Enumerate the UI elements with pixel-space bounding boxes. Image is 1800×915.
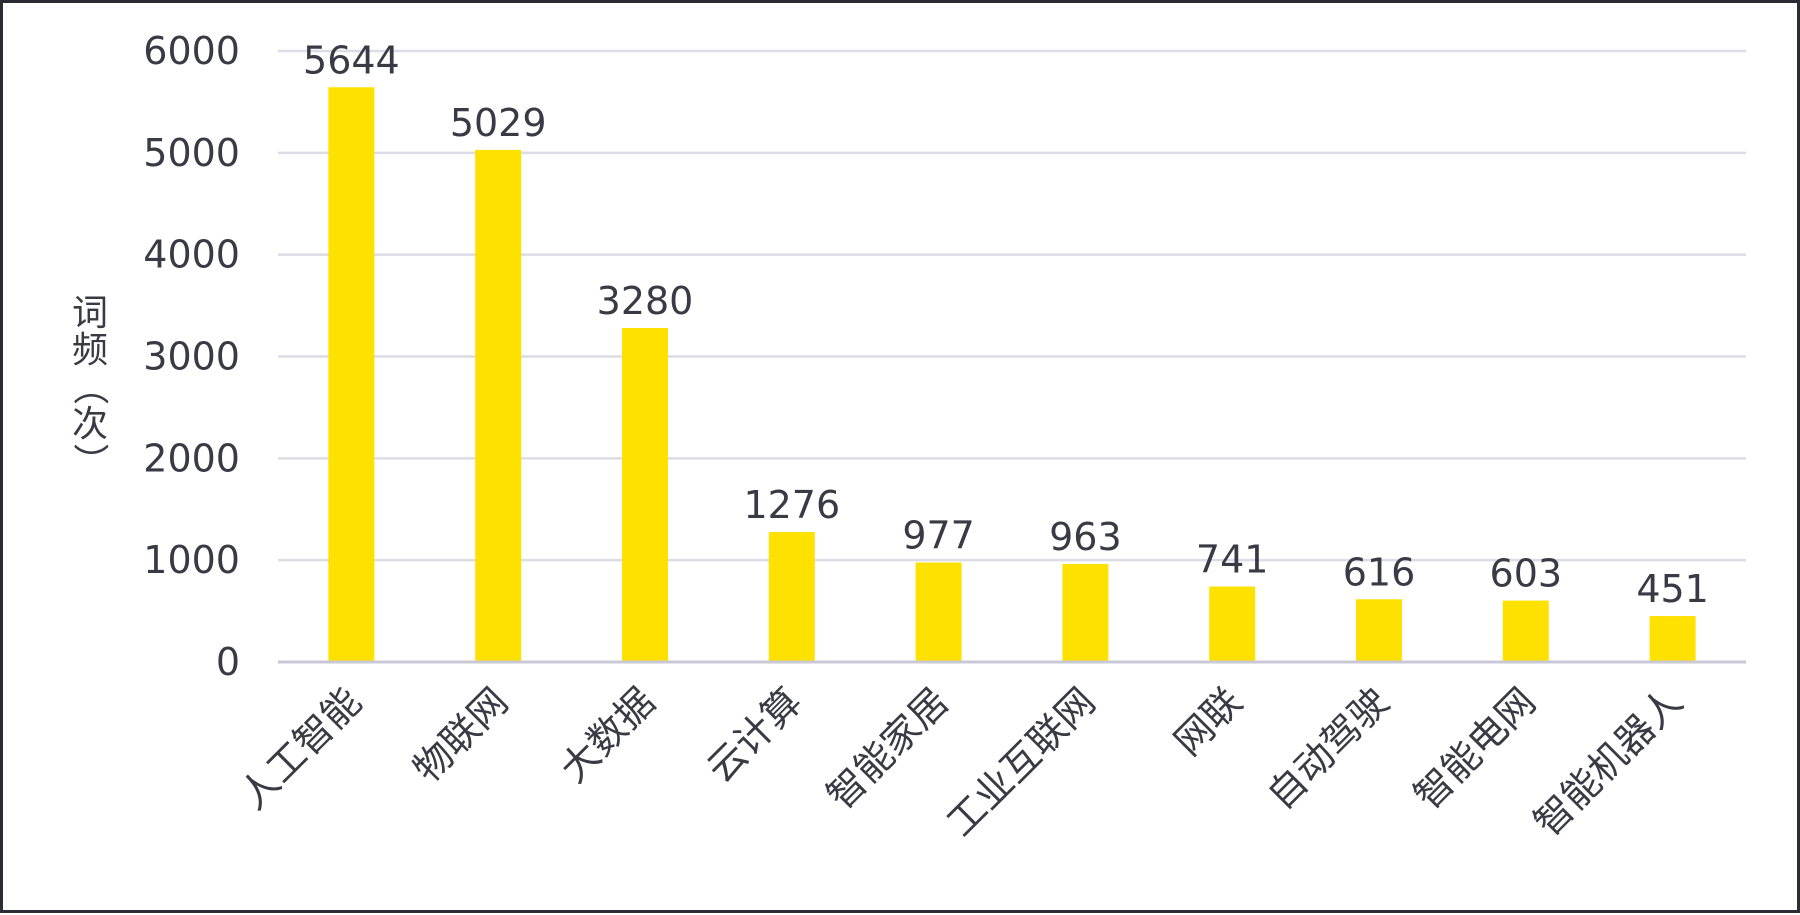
y-tick-label: 5000 [143, 131, 240, 175]
y-tick-label: 3000 [143, 335, 240, 379]
category-label: 云计算 [698, 679, 810, 791]
y-axis-label: 词频（次） [69, 293, 110, 479]
data-label: 5029 [450, 101, 547, 145]
y-tick-label: 0 [216, 640, 240, 684]
y-axis-label-char: 词 [72, 293, 108, 334]
bar-chart: 0 1000 2000 3000 4000 5000 6000 5644 5029 3280 12… [69, 29, 1746, 845]
data-label: 1276 [743, 483, 840, 527]
category-label: 网联 [1166, 679, 1251, 764]
data-label: 616 [1343, 550, 1416, 594]
category-label: 智能家居 [818, 679, 957, 818]
y-axis-label-char: （ [69, 369, 110, 405]
data-label: 741 [1196, 538, 1269, 582]
data-label: 3280 [597, 279, 694, 323]
category-label: 人工智能 [231, 679, 370, 818]
y-tick-label: 4000 [143, 233, 240, 277]
bar [328, 87, 375, 662]
bar [475, 149, 522, 662]
category-label: 大数据 [552, 679, 664, 791]
bar [1502, 600, 1549, 662]
bar [1356, 599, 1402, 662]
data-label: 603 [1490, 552, 1563, 596]
data-labels: 5644 5029 3280 1276 977 963 741 616 603 451 [303, 38, 1709, 611]
bar [1062, 563, 1109, 662]
gridlines [278, 49, 1746, 562]
category-label: 自动驾驶 [1259, 679, 1398, 818]
y-axis-label-char: 频 [72, 330, 108, 371]
category-label: 智能电网 [1406, 679, 1545, 818]
y-axis-label-char: ） [69, 443, 110, 479]
data-label: 451 [1636, 567, 1709, 611]
category-label: 智能机器人 [1525, 679, 1690, 844]
data-label: 5644 [303, 38, 400, 82]
y-tick-label: 2000 [143, 436, 240, 480]
bar [768, 532, 815, 662]
category-label: 物联网 [405, 679, 517, 791]
y-tick-label: 1000 [143, 538, 240, 582]
bar [1209, 586, 1256, 662]
data-label: 963 [1049, 515, 1122, 559]
bars [328, 87, 1696, 662]
data-label: 977 [902, 514, 975, 558]
bar [915, 562, 962, 662]
y-tick-label: 6000 [143, 29, 240, 73]
y-axis-label-char: 次 [72, 404, 108, 445]
y-tick-labels: 0 1000 2000 3000 4000 5000 6000 [143, 29, 240, 684]
bar [622, 327, 668, 662]
category-label: 工业互联网 [938, 679, 1103, 844]
bar [1649, 616, 1696, 662]
